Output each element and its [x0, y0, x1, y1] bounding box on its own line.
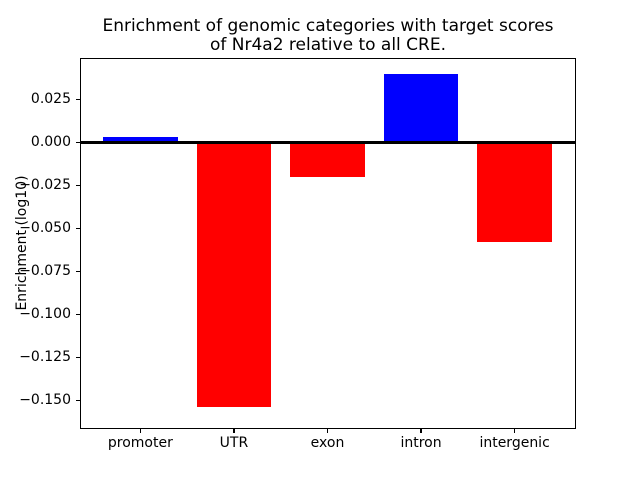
x-tick-mark	[139, 428, 141, 433]
y-tick-mark	[75, 141, 80, 144]
y-tick-mark	[75, 313, 80, 316]
y-tick-label: −0.075	[19, 263, 71, 280]
x-tick-label: exon	[310, 435, 345, 451]
y-tick-mark	[75, 270, 80, 273]
x-tick-label: promoter	[107, 435, 173, 451]
bar-exon	[290, 142, 365, 177]
chart-title: Enrichment of genomic categories with ta…	[80, 17, 576, 55]
bar-promoter	[102, 137, 178, 143]
chart-title-line2: of Nr4a2 relative to all CRE.	[209, 35, 447, 55]
plot-area	[79, 57, 576, 429]
y-tick-mark	[75, 98, 80, 101]
y-tick-mark	[75, 399, 80, 402]
y-tick-mark	[75, 227, 80, 230]
x-tick-label: intergenic	[479, 435, 550, 451]
x-tick-mark	[420, 428, 422, 433]
bar-UTR	[196, 142, 272, 408]
y-tick-label: −0.025	[19, 177, 71, 194]
y-tick-label: −0.125	[19, 349, 71, 366]
x-tick-mark	[326, 428, 329, 433]
chart-title-line1: Enrichment of genomic categories with ta…	[102, 16, 554, 36]
y-axis-label: Enrichment (log10)	[14, 175, 30, 311]
zero-line	[80, 140, 575, 145]
y-tick-label: −0.150	[19, 392, 71, 409]
y-tick-label: 0.025	[30, 91, 71, 108]
bar-intron	[383, 73, 459, 143]
x-tick-mark	[514, 428, 516, 433]
x-tick-label: UTR	[219, 435, 249, 451]
bar-intergenic	[477, 142, 553, 243]
y-tick-mark	[75, 184, 80, 187]
y-tick-label: −0.050	[19, 220, 71, 237]
x-tick-mark	[233, 428, 235, 433]
y-tick-mark	[75, 356, 80, 359]
y-tick-label: 0.000	[30, 134, 71, 151]
y-tick-label: −0.100	[19, 306, 71, 323]
x-tick-label: intron	[400, 435, 442, 451]
